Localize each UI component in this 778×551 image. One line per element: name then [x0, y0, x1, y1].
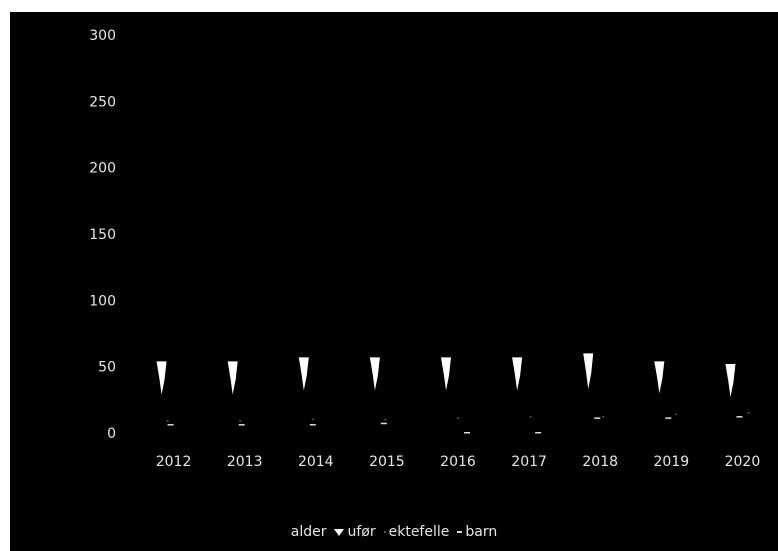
- legend-item: barn: [457, 524, 497, 540]
- ektefelle-mark: [239, 420, 242, 422]
- x-tick-label: 2014: [298, 454, 334, 470]
- barn-mark: [736, 416, 743, 418]
- legend-label: ufør: [347, 524, 376, 540]
- legend-item: alder: [291, 524, 327, 540]
- ufor-mark: [156, 361, 167, 395]
- legend-marker-icon: [383, 531, 386, 533]
- y-tick-label: 200: [89, 161, 116, 177]
- x-tick-label: 2016: [440, 454, 476, 470]
- x-tick-label: 2013: [227, 454, 263, 470]
- ufor-mark: [512, 357, 523, 391]
- y-tick-label: 50: [98, 360, 116, 376]
- x-tick-label: 2018: [582, 454, 618, 470]
- chart-frame: 0 50 100 150 200 250 300 2012 2013 2014 2015 2016 2…: [10, 12, 778, 551]
- ufor-mark: [298, 357, 309, 391]
- legend: alder ufør ektefelle barn: [10, 524, 778, 540]
- barn-mark: [380, 422, 387, 425]
- y-axis: 0 50 100 150 200 250 300: [89, 28, 116, 442]
- x-tick-label: 2017: [511, 454, 547, 470]
- ektefelle-mark: [384, 418, 387, 421]
- ektefelle-mark: [166, 420, 169, 422]
- y-tick-label: 250: [89, 94, 116, 110]
- ufor-mark: [583, 353, 594, 390]
- ektefelle-mark: [529, 416, 532, 418]
- ektefelle-mark: [457, 417, 459, 419]
- ufor-mark: [227, 361, 238, 395]
- ufor-mark: [725, 364, 736, 398]
- barn-mark: [464, 432, 470, 434]
- barn-mark: [167, 424, 174, 426]
- y-tick-label: 0: [107, 426, 116, 442]
- barn-mark: [535, 432, 542, 434]
- ufor-mark: [441, 357, 451, 391]
- legend-marker-icon: [334, 528, 345, 536]
- barn-mark: [665, 417, 672, 419]
- ektefelle-mark: [311, 418, 314, 421]
- barn-mark: [309, 424, 316, 426]
- chart-marks: [156, 353, 750, 434]
- legend-label: alder: [290, 524, 327, 540]
- legend-label: barn: [465, 524, 498, 540]
- legend-label: ektefelle: [388, 524, 450, 540]
- y-tick-label: 100: [89, 293, 116, 309]
- y-tick-label: 300: [89, 28, 116, 44]
- x-tick-label: 2019: [654, 454, 690, 470]
- ufor-mark: [654, 361, 665, 394]
- legend-marker-icon: [457, 531, 463, 533]
- x-axis: 2012 2013 2014 2015 2016 2017 2018 2019 2020: [156, 454, 761, 470]
- legend-item: ektefelle: [383, 524, 450, 540]
- y-tick-label: 150: [89, 227, 116, 243]
- x-tick-label: 2012: [156, 454, 192, 470]
- ektefelle-mark: [747, 412, 750, 414]
- ektefelle-mark: [602, 416, 605, 418]
- barn-mark: [594, 417, 601, 419]
- ektefelle-mark: [674, 413, 677, 415]
- x-tick-label: 2015: [369, 454, 405, 470]
- legend-item: ufør: [334, 524, 376, 540]
- barn-mark: [238, 424, 245, 426]
- ufor-mark: [369, 357, 380, 391]
- x-tick-label: 2020: [725, 454, 761, 470]
